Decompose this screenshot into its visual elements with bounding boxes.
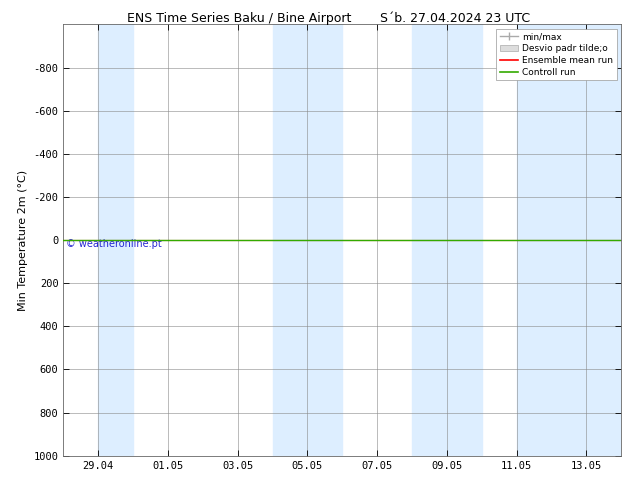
Y-axis label: Min Temperature 2m (°C): Min Temperature 2m (°C) bbox=[18, 170, 28, 311]
Bar bbox=[517, 24, 621, 456]
Text: ENS Time Series Baku / Bine Airport: ENS Time Series Baku / Bine Airport bbox=[127, 12, 351, 25]
Bar bbox=[98, 24, 133, 456]
Text: © weatheronline.pt: © weatheronline.pt bbox=[66, 239, 162, 249]
Text: S´b. 27.04.2024 23 UTC: S´b. 27.04.2024 23 UTC bbox=[380, 12, 531, 25]
Bar bbox=[412, 24, 482, 456]
Bar bbox=[273, 24, 342, 456]
Legend: min/max, Desvio padr tilde;o, Ensemble mean run, Controll run: min/max, Desvio padr tilde;o, Ensemble m… bbox=[496, 29, 617, 80]
